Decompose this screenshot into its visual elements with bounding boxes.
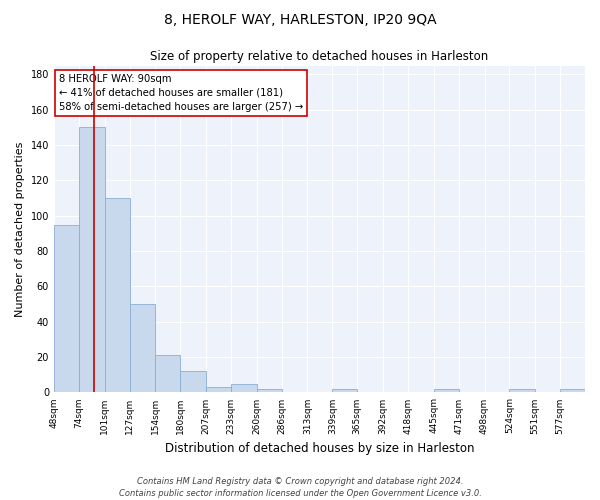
Bar [180, 371, 206, 392]
Y-axis label: Number of detached properties: Number of detached properties [15, 142, 25, 316]
Text: 8, HEROLF WAY, HARLESTON, IP20 9QA: 8, HEROLF WAY, HARLESTON, IP20 9QA [164, 12, 436, 26]
X-axis label: Distribution of detached houses by size in Harleston: Distribution of detached houses by size … [165, 442, 474, 455]
Title: Size of property relative to detached houses in Harleston: Size of property relative to detached ho… [151, 50, 488, 63]
Bar [332, 389, 357, 392]
Bar [206, 387, 231, 392]
Bar [104, 198, 130, 392]
Bar [434, 389, 458, 392]
Text: 8 HEROLF WAY: 90sqm
← 41% of detached houses are smaller (181)
58% of semi-detac: 8 HEROLF WAY: 90sqm ← 41% of detached ho… [59, 74, 304, 112]
Text: Contains HM Land Registry data © Crown copyright and database right 2024.
Contai: Contains HM Land Registry data © Crown c… [119, 476, 481, 498]
Bar [231, 384, 257, 392]
Bar [79, 128, 104, 392]
Bar [257, 389, 281, 392]
Bar [509, 389, 535, 392]
Bar [155, 356, 180, 393]
Bar [560, 389, 585, 392]
Bar [130, 304, 155, 392]
Bar [54, 224, 79, 392]
